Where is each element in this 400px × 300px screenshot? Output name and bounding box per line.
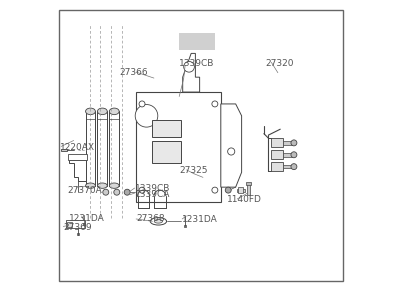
Bar	[283, 141, 292, 145]
Circle shape	[212, 101, 218, 107]
Text: 1339CB: 1339CB	[135, 184, 170, 193]
Bar	[136, 92, 221, 202]
Text: 1339CB: 1339CB	[179, 59, 214, 68]
Bar	[247, 183, 250, 195]
Bar	[152, 120, 181, 136]
Circle shape	[139, 101, 145, 107]
Text: 27325: 27325	[179, 166, 208, 175]
Bar	[271, 162, 283, 171]
Ellipse shape	[86, 108, 95, 115]
Bar	[271, 138, 283, 147]
Circle shape	[184, 61, 194, 72]
Circle shape	[291, 152, 297, 158]
Circle shape	[139, 187, 145, 193]
Text: 27368: 27368	[136, 214, 165, 223]
Bar	[109, 111, 119, 186]
Bar	[61, 148, 66, 152]
Circle shape	[225, 187, 231, 193]
Ellipse shape	[109, 183, 119, 188]
Circle shape	[228, 148, 235, 155]
Polygon shape	[69, 160, 86, 181]
Ellipse shape	[154, 220, 162, 223]
Polygon shape	[183, 53, 200, 92]
Circle shape	[291, 164, 297, 169]
Circle shape	[103, 189, 109, 195]
Ellipse shape	[150, 218, 166, 225]
Bar	[237, 189, 244, 192]
Ellipse shape	[86, 183, 95, 188]
Polygon shape	[221, 104, 242, 187]
Bar	[246, 182, 251, 185]
Ellipse shape	[98, 108, 107, 115]
Bar	[68, 154, 87, 160]
Bar	[152, 141, 181, 164]
Bar	[283, 153, 292, 157]
Bar	[271, 150, 283, 159]
Circle shape	[212, 187, 218, 193]
Circle shape	[124, 189, 130, 195]
Bar	[83, 224, 85, 225]
Bar	[67, 222, 72, 227]
Bar	[98, 111, 107, 186]
Circle shape	[135, 104, 158, 127]
Bar	[179, 33, 215, 50]
Ellipse shape	[98, 183, 107, 188]
Circle shape	[114, 189, 120, 195]
Ellipse shape	[109, 108, 119, 115]
Text: 1231DA: 1231DA	[69, 214, 105, 224]
Bar	[184, 225, 186, 227]
Text: 1339CA: 1339CA	[135, 190, 170, 199]
Text: 1231DA: 1231DA	[182, 215, 218, 224]
Text: 27320: 27320	[265, 59, 294, 68]
Bar	[86, 111, 95, 186]
Bar	[66, 220, 85, 228]
Text: 27369: 27369	[63, 223, 92, 232]
Bar	[283, 165, 292, 168]
Bar	[238, 187, 243, 193]
Text: 1220AX: 1220AX	[60, 142, 95, 152]
Text: 27366: 27366	[120, 68, 148, 77]
Text: 27370A: 27370A	[68, 186, 102, 195]
Text: 1140FD: 1140FD	[227, 194, 262, 203]
Circle shape	[291, 140, 297, 146]
Bar	[77, 233, 79, 235]
